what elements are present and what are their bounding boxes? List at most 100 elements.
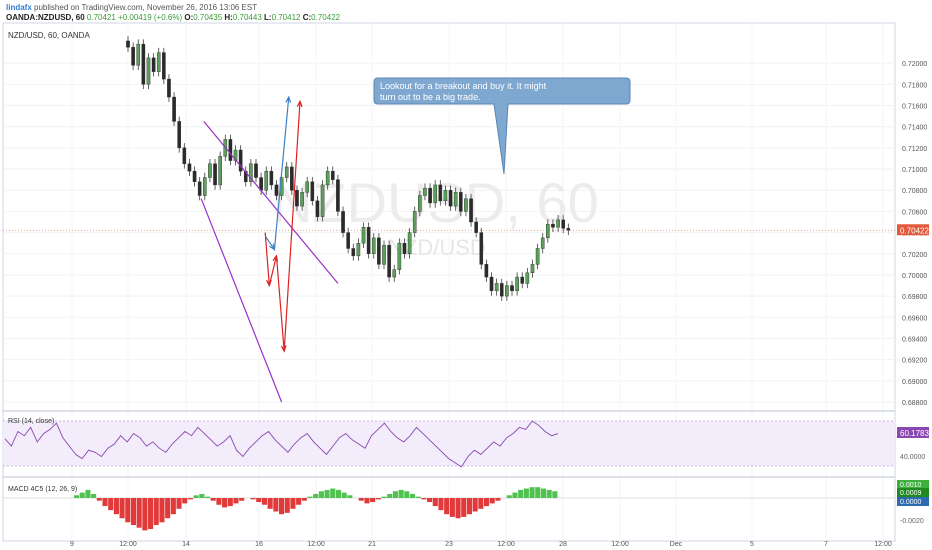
macd-bar: [199, 493, 205, 498]
macd-bar: [330, 488, 336, 498]
candle-body: [423, 187, 427, 196]
candle-body: [126, 40, 130, 48]
y-tick-label: 0.69800: [902, 294, 927, 301]
candle-body: [551, 223, 555, 228]
author-link[interactable]: lindafx: [6, 3, 32, 12]
rsi-label: RSI (14, close): [8, 418, 54, 425]
candle-body: [156, 52, 161, 72]
macd-bar: [427, 498, 433, 503]
macd-bar: [91, 493, 97, 498]
candle-body: [300, 192, 304, 207]
macd-bar: [409, 493, 416, 498]
x-tick-label: 16: [255, 541, 263, 548]
macd-bar: [341, 492, 347, 498]
candle-body: [484, 264, 489, 278]
candle-body: [172, 96, 176, 122]
macd-bar: [227, 498, 233, 507]
macd-bar: [176, 498, 182, 509]
macd-bar: [165, 498, 171, 519]
candle-body: [479, 232, 484, 265]
open-label: O:: [184, 13, 194, 22]
candle-body: [464, 198, 468, 212]
macd-value-1: 0.0010: [900, 482, 922, 489]
macd-bar: [535, 487, 541, 498]
macd-bar: [461, 498, 467, 517]
candle-body: [151, 57, 156, 72]
macd-bar: [381, 496, 387, 498]
macd-bar: [125, 498, 131, 523]
candle-body: [320, 184, 325, 217]
macd-bar: [119, 498, 125, 519]
rsi-level: 40.0000: [900, 454, 925, 461]
x-tick-label: 9: [70, 541, 74, 548]
macd-bar: [148, 498, 154, 530]
macd-bar: [108, 498, 114, 511]
annotation-callout[interactable]: Lookout for a breakout and buy it. It mi…: [373, 77, 631, 175]
macd-bar: [102, 498, 108, 507]
low-label: L:: [264, 13, 272, 22]
macd-bar: [483, 498, 490, 507]
macd-bar: [478, 498, 484, 509]
candle-body: [556, 219, 560, 228]
svg-text:0.70422: 0.70422: [900, 226, 929, 235]
time-axis[interactable]: 9 12:00 14 16 12:00 21 23 12:00 28 12:00 Dec 5 7 12:0…: [70, 541, 892, 548]
alt-scenario-arrow-arrowhead: [296, 99, 303, 108]
candle-body: [351, 248, 356, 257]
x-tick-label: 7: [824, 541, 828, 548]
candle-body: [387, 245, 391, 278]
macd-bar: [432, 498, 438, 507]
y-tick-label: 0.70600: [902, 209, 927, 216]
drawings[interactable]: [200, 95, 339, 403]
candle-body: [131, 47, 135, 66]
candle-body: [505, 285, 509, 297]
grid: [3, 23, 895, 541]
price-change: +0.00419 (+0.6%): [118, 13, 183, 22]
candle-body: [515, 276, 519, 292]
macd-bar: [284, 498, 290, 513]
macd-bar: [364, 498, 370, 504]
macd-bar: [193, 495, 199, 498]
macd-bar: [438, 498, 444, 511]
candle-body: [371, 237, 376, 254]
macd-bar: [210, 498, 216, 501]
candle-body: [510, 285, 514, 292]
macd-bar: [529, 487, 535, 498]
y-tick-label: 0.72000: [902, 61, 927, 68]
x-tick-label: 5: [750, 541, 754, 548]
candle-body: [438, 184, 443, 202]
macd-bar: [96, 498, 102, 501]
ohlc-legend: OANDA:NZDUSD, 60 0.70421 +0.00419 (+0.6%…: [6, 13, 340, 22]
macd-bar: [489, 498, 495, 504]
macd-bar: [318, 491, 324, 498]
candle-body: [561, 219, 565, 229]
candle-body: [336, 179, 340, 212]
y-tick-label: 0.69600: [902, 315, 927, 322]
macd-bar: [113, 498, 119, 515]
candle-body: [146, 57, 151, 85]
macd-bar: [130, 498, 137, 525]
macd-bar: [170, 498, 176, 515]
macd-bar: [387, 493, 393, 498]
macd-bar: [466, 498, 472, 515]
candle-body: [535, 248, 540, 265]
x-tick-label: 21: [368, 541, 376, 548]
candle-body: [540, 237, 545, 249]
symbol-name: OANDA:NZDUSD, 60: [6, 13, 85, 22]
last-price-tag: 0.70422: [897, 224, 929, 236]
y-tick-label: 0.70200: [902, 252, 927, 259]
macd-bar: [239, 498, 245, 501]
candle-body: [428, 187, 432, 204]
macd-label: MACD 4C5 (12, 26, 9): [8, 486, 77, 493]
candle-body: [167, 78, 171, 98]
open-value: 0.70435: [193, 13, 223, 22]
close-value: 0.70422: [311, 13, 341, 22]
candle-body: [433, 184, 438, 204]
macd-bar: [222, 498, 228, 508]
bullish-scenario-arrow-arrowhead: [269, 243, 276, 251]
publish-info: lindafx published on TradingView.com, No…: [6, 3, 257, 12]
candle-body: [530, 264, 535, 274]
candle-body: [412, 211, 417, 233]
y-tick-label: 0.69000: [902, 379, 927, 386]
y-tick-label: 0.69400: [902, 336, 927, 343]
